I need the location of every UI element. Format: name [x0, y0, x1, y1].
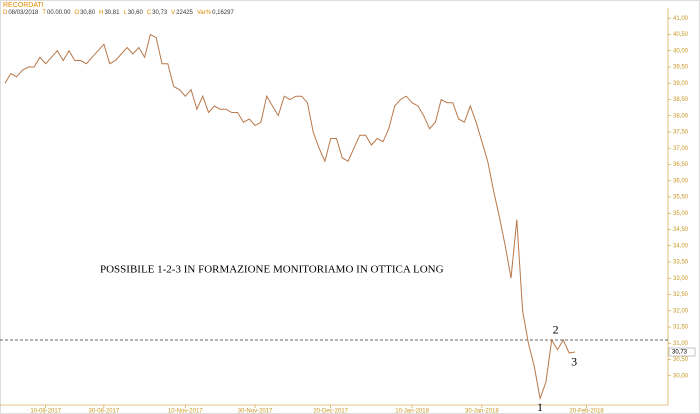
chart-title: RECORDATI	[3, 2, 44, 9]
info-line: D08/03/2018 T00.00.00 O30,80 H30,81 L30,60 C3…	[3, 10, 234, 16]
info-key: H	[99, 10, 103, 16]
x-tick-label: 20-Dec-2017	[313, 409, 348, 414]
info-value: 08/03/2018	[8, 10, 39, 16]
annotation: POSSIBILE 1-2-3 IN FORMAZIONE MONITORIAM…	[100, 264, 444, 276]
info-key: L	[123, 10, 127, 16]
info-key: O	[74, 10, 79, 16]
y-tick-label: 34,00	[673, 243, 689, 249]
y-tick-label: 35,50	[673, 195, 689, 201]
info-value: 0,16297	[212, 10, 234, 16]
y-tick-label: 38,00	[673, 113, 689, 119]
y-tick-label: 36,50	[673, 162, 689, 168]
y-tick-label: 35,00	[673, 211, 689, 217]
x-tick-label: 10-Jan-2018	[395, 409, 429, 414]
y-tick-label: 39,00	[673, 81, 689, 87]
info-value: 30,73	[152, 10, 168, 16]
y-tick-label: 36,00	[673, 178, 689, 184]
info-key: Var%	[197, 10, 212, 16]
y-tick-label: 33,50	[673, 260, 689, 266]
y-tick-label: 31,00	[673, 341, 689, 347]
y-tick-label: 41,00	[673, 16, 689, 22]
info-value: 30,60	[128, 10, 144, 16]
price-line	[4, 33, 575, 401]
info-value: 22425	[176, 10, 193, 16]
info-value: 30,81	[104, 10, 120, 16]
info-key: D	[3, 10, 8, 16]
y-tick-label: 31,50	[673, 325, 689, 331]
info-value: 00.00.00	[47, 10, 71, 16]
y-tick-label: 33,00	[673, 276, 689, 282]
x-tick-label: 30-Nov-2017	[238, 409, 273, 414]
y-tick-label: 38,50	[673, 97, 689, 103]
info-key: C	[147, 10, 152, 16]
pattern-point: 3	[571, 355, 577, 369]
y-tick-label: 40,50	[673, 32, 689, 38]
last-price-box	[668, 347, 696, 357]
pattern-point: 1	[537, 400, 543, 414]
y-tick-label: 37,50	[673, 130, 689, 136]
x-tick-label: 30-08-2017	[89, 409, 120, 414]
x-tick-label: 10-08-2017	[30, 409, 61, 414]
x-tick-label: 30-Jan-2018	[465, 409, 499, 414]
pattern-point: 2	[553, 323, 559, 337]
info-value: 30,80	[80, 10, 96, 16]
y-tick-label: 39,50	[673, 65, 689, 71]
y-tick-label: 30,50	[673, 357, 689, 363]
y-tick-label: 34,50	[673, 227, 689, 233]
y-tick-label: 32,50	[673, 292, 689, 298]
last-price-label: 30,73	[672, 350, 688, 356]
y-tick-label: 40,00	[673, 48, 689, 54]
info-key: V	[171, 10, 175, 16]
y-tick-label: 37,00	[673, 146, 689, 152]
x-tick-label: 20-Feb-2018	[569, 409, 604, 414]
y-tick-label: 32,00	[673, 308, 689, 314]
x-tick-label: 10-Nov-2017	[168, 409, 203, 414]
info-key: T	[42, 10, 46, 16]
y-tick-label: 30,00	[673, 373, 689, 379]
